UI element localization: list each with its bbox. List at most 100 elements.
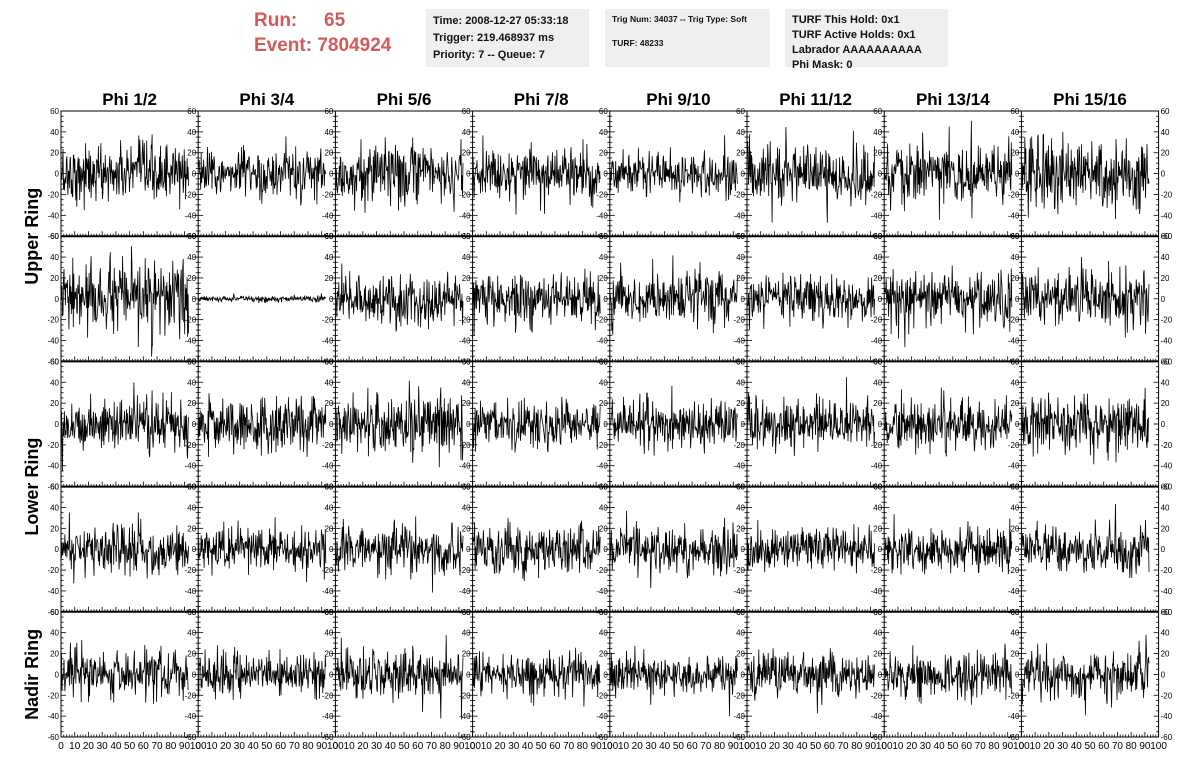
y-tick-label: 20 bbox=[187, 274, 196, 283]
y-tick-label: 20 bbox=[599, 274, 608, 283]
y-tick-label: -60 bbox=[459, 232, 471, 241]
y-tick-label: 20 bbox=[1010, 524, 1019, 533]
y-tick-label: -60 bbox=[185, 608, 197, 617]
y-tick-label: 60 bbox=[187, 107, 196, 116]
y-tick-label: -20 bbox=[871, 566, 883, 575]
y-tick-label: -60 bbox=[1161, 483, 1173, 492]
x-tick-label: 40 bbox=[1071, 741, 1083, 752]
x-tick-label: 70 bbox=[975, 741, 987, 752]
y-tick-label: -20 bbox=[1161, 691, 1173, 700]
waveform-trace-r1-c5 bbox=[609, 135, 738, 203]
y-tick-label: 0 bbox=[603, 545, 608, 554]
y-tick-label: 40 bbox=[736, 629, 745, 638]
x-tick-label: 60 bbox=[687, 741, 699, 752]
y-tick-label: -60 bbox=[596, 733, 608, 742]
x-tick-label: 20 bbox=[632, 741, 644, 752]
turf-active-holds-line: TURF Active Holds: 0x1 bbox=[792, 29, 916, 41]
x-tick-label: 50 bbox=[261, 741, 273, 752]
y-tick-label: -60 bbox=[871, 232, 883, 241]
y-tick-label: -40 bbox=[322, 587, 334, 596]
x-tick-label: 100 bbox=[464, 741, 481, 752]
x-tick-label: 0 bbox=[607, 741, 613, 752]
x-tick-label: 40 bbox=[110, 741, 122, 752]
x-tick-label: 90 bbox=[728, 741, 740, 752]
y-tick-label: 60 bbox=[1161, 232, 1170, 241]
y-tick-label: 60 bbox=[1010, 232, 1019, 241]
y-tick-label: 20 bbox=[599, 650, 608, 659]
y-tick-label: -60 bbox=[733, 608, 745, 617]
y-tick-label: 20 bbox=[324, 274, 333, 283]
y-tick-label: -40 bbox=[322, 462, 334, 471]
y-tick-label: 20 bbox=[1010, 399, 1019, 408]
waveform-trace-r4-c8 bbox=[1021, 503, 1150, 579]
y-tick-label: 40 bbox=[50, 128, 59, 137]
waveform-trace-r2-c1 bbox=[60, 246, 189, 357]
y-tick-label: 60 bbox=[599, 107, 608, 116]
x-tick-label: 60 bbox=[275, 741, 287, 752]
y-tick-label: -20 bbox=[1008, 691, 1020, 700]
x-tick-label: 80 bbox=[302, 741, 314, 752]
x-tick-label: 100 bbox=[739, 741, 756, 752]
y-tick-label: 60 bbox=[873, 357, 882, 366]
y-tick-label: 60 bbox=[50, 107, 59, 116]
y-tick-label: -60 bbox=[733, 357, 745, 366]
y-tick-label: 0 bbox=[55, 420, 60, 429]
x-tick-label: 80 bbox=[1126, 741, 1138, 752]
y-tick-label: 60 bbox=[462, 107, 471, 116]
x-tick-label: 0 bbox=[333, 741, 339, 752]
y-tick-label: -20 bbox=[185, 441, 197, 450]
y-tick-label: -40 bbox=[322, 337, 334, 346]
y-tick-label: -20 bbox=[185, 691, 197, 700]
y-tick-label: -60 bbox=[47, 733, 59, 742]
y-tick-label: -60 bbox=[459, 483, 471, 492]
y-tick-label: -40 bbox=[47, 462, 59, 471]
x-tick-label: 100 bbox=[1013, 741, 1030, 752]
y-tick-label: 20 bbox=[599, 399, 608, 408]
y-tick-label: -40 bbox=[459, 211, 471, 220]
y-tick-label: 60 bbox=[462, 232, 471, 241]
y-tick-label: 0 bbox=[329, 545, 334, 554]
y-tick-label: 0 bbox=[329, 420, 334, 429]
y-tick-label: 60 bbox=[50, 357, 59, 366]
y-tick-label: 0 bbox=[329, 170, 334, 179]
y-tick-label: -60 bbox=[47, 357, 59, 366]
y-tick-label: -20 bbox=[1008, 566, 1020, 575]
waveform-trace-r2-c5 bbox=[609, 255, 738, 335]
y-tick-label: -60 bbox=[322, 483, 334, 492]
column-title-7: Phi 13/14 bbox=[916, 90, 990, 109]
waveform-trace-r4-c7 bbox=[883, 514, 1013, 575]
y-tick-label: 60 bbox=[187, 608, 196, 617]
y-tick-label: 20 bbox=[324, 399, 333, 408]
row-label-lower-ring: Lower Ring bbox=[22, 438, 42, 536]
y-tick-label: -60 bbox=[185, 733, 197, 742]
waveform-trace-r5-c4 bbox=[472, 647, 601, 707]
y-tick-label: 60 bbox=[462, 357, 471, 366]
x-tick-label: 20 bbox=[494, 741, 506, 752]
x-tick-label: 10 bbox=[892, 741, 904, 752]
column-title-4: Phi 7/8 bbox=[514, 90, 569, 109]
y-tick-label: -60 bbox=[871, 733, 883, 742]
waveform-trace-r5-c2 bbox=[197, 645, 327, 701]
y-tick-label: -60 bbox=[1161, 357, 1173, 366]
y-tick-label: 40 bbox=[873, 253, 882, 262]
y-tick-label: 60 bbox=[736, 232, 745, 241]
y-tick-label: -20 bbox=[871, 691, 883, 700]
x-tick-label: 60 bbox=[138, 741, 150, 752]
y-tick-label: -60 bbox=[871, 608, 883, 617]
y-tick-label: -20 bbox=[871, 316, 883, 325]
y-tick-label: 40 bbox=[1010, 253, 1019, 262]
y-tick-label: 20 bbox=[324, 650, 333, 659]
waveform-trace-r5-c5 bbox=[609, 645, 738, 717]
x-tick-label: 90 bbox=[591, 741, 603, 752]
y-tick-label: -20 bbox=[733, 566, 745, 575]
priority-line: Priority: 7 -- Queue: 7 bbox=[433, 49, 545, 61]
y-tick-label: 60 bbox=[1010, 107, 1019, 116]
y-tick-label: -40 bbox=[871, 587, 883, 596]
y-tick-label: 0 bbox=[466, 670, 471, 679]
x-tick-label: 90 bbox=[1002, 741, 1014, 752]
y-tick-label: -60 bbox=[1008, 483, 1020, 492]
phi-mask-line: Phi Mask: 0 bbox=[792, 59, 853, 71]
y-tick-label: 20 bbox=[462, 274, 471, 283]
column-title-5: Phi 9/10 bbox=[646, 90, 710, 109]
x-tick-label: 90 bbox=[316, 741, 328, 752]
